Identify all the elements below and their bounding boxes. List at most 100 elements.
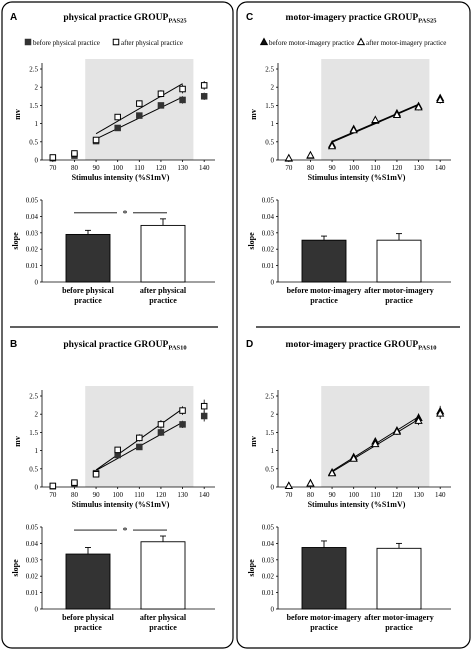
- data-point: [114, 446, 121, 454]
- shaded-region: [321, 59, 430, 160]
- panel-frame-left: [1, 1, 234, 649]
- significance-star: *: [123, 209, 128, 220]
- data-point: [327, 141, 337, 150]
- y-tick-label: 0: [35, 157, 39, 165]
- y-tick-label: 0: [271, 157, 275, 165]
- bar-y-tick-label: 0.01: [26, 262, 39, 270]
- panel-title-subscript: PAS10: [168, 345, 186, 352]
- bar-y-tick-label: 0.03: [26, 556, 39, 564]
- data-point: [200, 412, 208, 420]
- x-tick-label: 90: [93, 491, 101, 499]
- data-point: [356, 37, 366, 46]
- x-tick-label: 80: [71, 164, 79, 172]
- x-tick-label: 140: [435, 491, 446, 499]
- bar-category-label: practice: [149, 623, 177, 632]
- panel-title-subscript: PAS25: [418, 18, 437, 25]
- panel-letter: C: [246, 12, 253, 23]
- data-point: [114, 113, 121, 121]
- bar: [376, 239, 422, 283]
- data-point: [414, 416, 423, 424]
- x-tick-label: 100: [112, 491, 123, 499]
- data-point: [200, 402, 208, 410]
- bar-y-tick-label: 0.02: [26, 246, 39, 254]
- bar-y-tick-label: 0: [35, 606, 39, 614]
- x-tick-label: 100: [348, 491, 359, 499]
- bar-y-tick-label: 0.01: [26, 589, 39, 597]
- data-point: [49, 482, 57, 490]
- x-tick-label: 70: [285, 164, 293, 172]
- data-point: [71, 150, 78, 157]
- bar-category-label: practice: [385, 296, 413, 305]
- legend-label: after motor-imagery practice: [366, 39, 446, 47]
- x-tick-label: 130: [177, 491, 188, 499]
- y-tick-label: 2: [271, 411, 275, 419]
- data-point: [157, 90, 165, 98]
- x-tick-label: 110: [134, 491, 145, 499]
- bar: [65, 233, 111, 283]
- x-tick-label: 140: [199, 491, 210, 499]
- x-tick-label: 140: [199, 164, 210, 172]
- data-point: [259, 37, 269, 46]
- bar-y-tick-label: 0.01: [262, 262, 275, 270]
- data-point: [136, 434, 143, 442]
- x-tick-label: 120: [156, 164, 167, 172]
- data-point: [136, 443, 143, 451]
- panel-title-subscript: PAS25: [168, 18, 187, 25]
- x-tick-label: 80: [307, 164, 315, 172]
- data-point: [392, 427, 402, 435]
- data-point: [157, 421, 165, 428]
- data-point: [49, 154, 57, 161]
- y-tick-label: 2.5: [265, 393, 274, 401]
- panel-title-subscript: PAS10: [418, 345, 436, 352]
- shaded-region: [85, 59, 194, 160]
- bar: [65, 553, 111, 610]
- bar: [140, 541, 186, 610]
- x-tick-label: 130: [413, 164, 424, 172]
- y-tick-label: 0.5: [29, 138, 38, 146]
- panel-letter: B: [10, 339, 17, 350]
- bar-y-tick-label: 0.02: [262, 573, 275, 581]
- significance-gap: [117, 208, 133, 217]
- x-tick-label: 70: [49, 491, 57, 499]
- y-tick-label: 2: [271, 84, 275, 92]
- bar: [376, 547, 422, 610]
- panel-title: physical practice GROUPPAS10: [63, 340, 186, 352]
- bar-y-axis-label: slope: [247, 232, 256, 250]
- y-tick-label: 0: [271, 484, 275, 492]
- data-point: [200, 82, 208, 89]
- bar-y-tick-label: 0.04: [26, 540, 39, 548]
- data-point: [306, 478, 315, 487]
- panel-letter: D: [246, 339, 253, 350]
- x-axis-label: Stimulus intensity (%S1mV): [308, 173, 406, 182]
- panel-frame-right: [236, 1, 471, 649]
- x-tick-label: 100: [348, 164, 359, 172]
- data-point: [436, 95, 445, 104]
- significance-star: *: [123, 526, 128, 537]
- x-tick-label: 130: [413, 491, 424, 499]
- bar: [140, 224, 186, 283]
- bar-category-label: before physical: [62, 286, 114, 295]
- data-point: [179, 96, 186, 104]
- data-point: [392, 110, 402, 118]
- x-axis-label: Stimulus intensity (%S1mV): [308, 500, 406, 509]
- x-tick-label: 120: [156, 491, 167, 499]
- bar-y-tick-label: 0: [271, 606, 275, 614]
- x-tick-label: 120: [392, 491, 403, 499]
- data-point: [114, 124, 121, 132]
- bar-y-tick-label: 0.04: [26, 213, 39, 221]
- x-tick-label: 70: [285, 491, 293, 499]
- bar-category-label: practice: [385, 623, 413, 632]
- y-tick-label: 1.5: [265, 102, 274, 110]
- bar-y-tick-label: 0: [35, 279, 39, 287]
- x-axis-label: Stimulus intensity (%S1mV): [72, 500, 170, 509]
- bar-y-tick-label: 0.04: [262, 213, 275, 221]
- data-point: [327, 468, 337, 477]
- data-point: [200, 93, 208, 100]
- y-tick-label: 1: [35, 120, 39, 128]
- data-point: [92, 136, 100, 144]
- data-point: [179, 407, 186, 414]
- x-axis-label: Stimulus intensity (%S1mV): [72, 173, 170, 182]
- data-point: [284, 153, 293, 162]
- x-tick-label: 110: [134, 164, 145, 172]
